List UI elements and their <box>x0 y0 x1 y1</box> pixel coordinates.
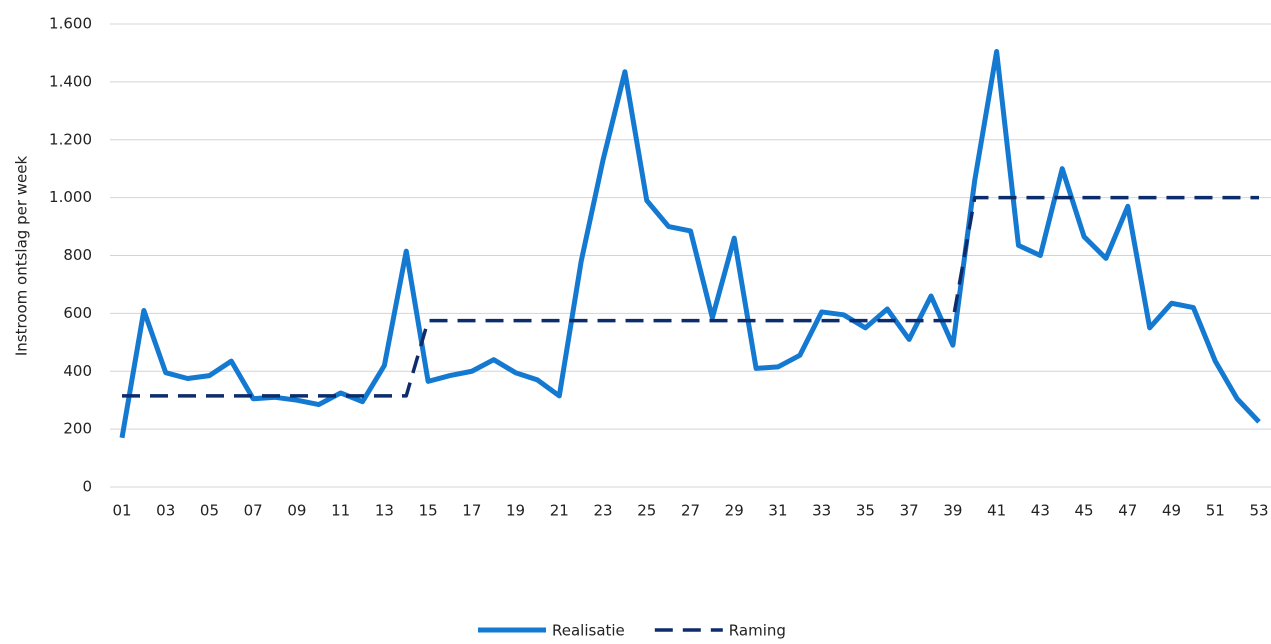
y-axis-label: Instroom ontslag per week <box>13 156 31 357</box>
legend-label: Realisatie <box>552 622 625 640</box>
series-line <box>119 48 1261 439</box>
x-tick-label: 09 <box>287 502 306 520</box>
x-tick-label: 29 <box>725 502 744 520</box>
y-tick-label: 1.400 <box>49 72 92 90</box>
x-tick-label: 11 <box>331 502 350 520</box>
y-tick-label: 800 <box>63 246 92 264</box>
x-tick-label: 51 <box>1206 502 1225 520</box>
x-tick-label: 17 <box>462 502 481 520</box>
y-tick-label: 400 <box>63 362 92 380</box>
x-tick-label: 19 <box>506 502 525 520</box>
x-tick-label: 37 <box>900 502 919 520</box>
x-tick-label: 07 <box>244 502 263 520</box>
x-tick-label: 15 <box>419 502 438 520</box>
x-tick-label: 01 <box>112 502 131 520</box>
x-tick-label: 49 <box>1162 502 1181 520</box>
x-tick-label: 23 <box>593 502 612 520</box>
series-line <box>122 195 1259 398</box>
legend-label: Raming <box>729 622 786 640</box>
x-tick-label: 31 <box>768 502 787 520</box>
x-tick-label: 47 <box>1118 502 1137 520</box>
x-tick-label: 05 <box>200 502 219 520</box>
y-tick-label: 600 <box>63 304 92 322</box>
x-tick-label: 25 <box>637 502 656 520</box>
x-tick-label: 13 <box>375 502 394 520</box>
y-tick-label: 200 <box>63 420 92 438</box>
x-tick-label: 03 <box>156 502 175 520</box>
y-tick-label: 0 <box>82 478 92 496</box>
x-tick-label: 53 <box>1249 502 1268 520</box>
y-tick-label: 1.000 <box>49 188 92 206</box>
x-tick-label: 43 <box>1031 502 1050 520</box>
x-tick-label: 33 <box>812 502 831 520</box>
x-tick-label: 41 <box>987 502 1006 520</box>
y-tick-label: 1.600 <box>49 15 92 33</box>
x-tick-label: 39 <box>943 502 962 520</box>
x-tick-label: 21 <box>550 502 569 520</box>
x-tick-label: 27 <box>681 502 700 520</box>
x-tick-label: 45 <box>1075 502 1094 520</box>
x-tick-label: 35 <box>856 502 875 520</box>
y-tick-label: 1.200 <box>49 130 92 148</box>
